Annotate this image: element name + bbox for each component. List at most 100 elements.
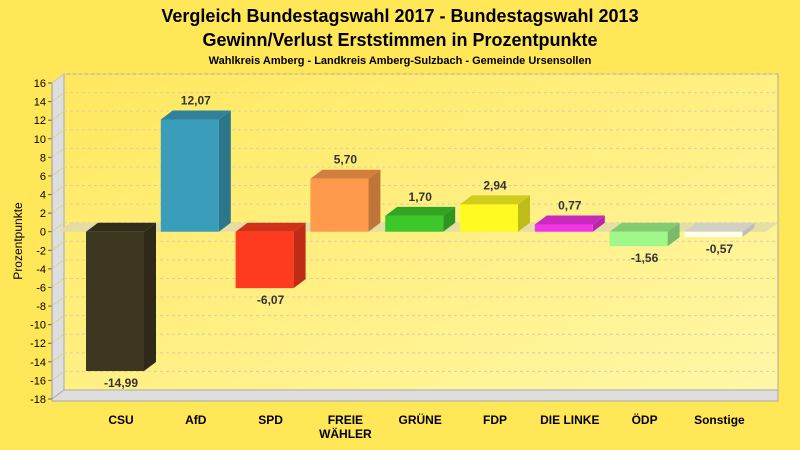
bar-side [592, 215, 605, 232]
y-axis: 16 14 12 10 8 6 4 2 0 -2 -4 -6 -8 -10 -12 -14 -16 -18 [30, 78, 53, 406]
x-tick-label: Sonstige [694, 413, 745, 427]
y-tick-label: -2 [36, 245, 46, 257]
data-label: -0,57 [706, 242, 734, 256]
data-label: -6,07 [257, 293, 285, 307]
chart-title: Vergleich Bundestagswahl 2017 - Bundesta… [161, 6, 638, 26]
bar-front [310, 178, 369, 232]
gridline-side [51, 73, 65, 84]
bar-top [86, 222, 156, 232]
gridline-side [51, 352, 65, 363]
y-tick-label: -4 [36, 264, 46, 276]
chart-subtitle-2: Wahlkreis Amberg - Landkreis Amberg-Sulz… [209, 55, 592, 67]
bar-front [86, 231, 144, 372]
bar-die-linke: 0,77 [534, 199, 605, 232]
bar-sonstige: -0,57 [684, 222, 755, 256]
y-tick-label: 14 [34, 97, 46, 109]
gridline-side [51, 92, 65, 102]
data-label: -1,56 [631, 251, 659, 265]
y-tick-label: 16 [34, 78, 46, 90]
x-tick-label: FDP [483, 413, 507, 427]
bar-front [460, 204, 518, 232]
bar-side [518, 195, 530, 232]
data-label: 2,94 [483, 178, 507, 192]
bar-ödp: -1,56 [609, 222, 680, 265]
bar-side [742, 222, 755, 238]
bar-side [218, 110, 231, 232]
bars: -14,99 12,07 -6,07 5,70 1,70 2,94 0,77 -1,56 -0,… [86, 94, 755, 390]
x-tick-label: AfD [185, 413, 207, 427]
bar-top [235, 222, 306, 232]
bar-top [460, 195, 530, 205]
x-tick-label: FREIE [328, 413, 363, 427]
bar-top [684, 222, 755, 232]
data-label: 0,77 [558, 199, 582, 213]
y-tick-label: 10 [34, 134, 46, 146]
bar-front [684, 231, 743, 238]
bar-front [534, 224, 593, 232]
y-tick-label: 12 [34, 115, 46, 127]
bar-spd: -6,07 [235, 222, 306, 307]
y-tick-label: 4 [40, 190, 46, 202]
bar-front [235, 231, 294, 289]
x-tick-label: SPD [258, 413, 283, 427]
y-tick-label: -14 [30, 357, 46, 369]
bar-afd: 12,07 [160, 94, 231, 232]
y-tick-label: -10 [30, 320, 46, 332]
y-tick-label: -12 [30, 338, 46, 350]
y-tick-label: 6 [40, 171, 46, 183]
data-label: 12,07 [181, 94, 211, 108]
y-tick-label: -18 [30, 394, 46, 406]
data-label: 5,70 [334, 153, 358, 167]
x-tick-label: GRÜNE [399, 412, 442, 427]
y-tick-label: -16 [30, 375, 46, 387]
x-tick-label: CSU [108, 413, 133, 427]
bar-grüne: 1,70 [385, 190, 456, 232]
gridline-side [51, 222, 65, 233]
y-axis-label: Prozentpunkte [11, 202, 25, 280]
bar-front [160, 119, 219, 232]
bar-top [160, 110, 231, 120]
chart-subtitle: Gewinn/Verlust Erststimmen in Prozentpun… [202, 30, 597, 50]
gridline-side [51, 110, 65, 121]
gridline-side [51, 203, 65, 214]
y-tick-label: 2 [40, 208, 46, 220]
bar-top [385, 206, 456, 216]
gridline-side [51, 296, 65, 307]
bar-freie-wähler: 5,70 [310, 153, 381, 232]
gridline-side [51, 278, 65, 288]
bar-top [310, 169, 381, 179]
bar-side [443, 206, 456, 232]
data-label: 1,70 [409, 190, 433, 204]
gridline-side [51, 315, 65, 326]
x-tick-label: ÖDP [632, 412, 658, 427]
bar-side [293, 222, 306, 289]
gridline-side [51, 185, 65, 195]
plot-side-wall [51, 73, 65, 400]
bar-csu: -14,99 [86, 222, 156, 390]
y-tick-label: -6 [36, 282, 46, 294]
gridline-side [51, 147, 65, 158]
bar-side [368, 169, 381, 232]
y-tick-label: 8 [40, 152, 46, 164]
x-tick-label: WÄHLER [319, 426, 372, 441]
bar-front [385, 215, 444, 232]
y-tick-label: -8 [36, 301, 46, 313]
bar-fdp: 2,94 [460, 178, 530, 232]
plot-floor [51, 389, 779, 402]
gridline-side [51, 333, 65, 344]
y-tick-label: 0 [40, 227, 46, 239]
bar-front [609, 231, 668, 247]
x-tick-label: DIE LINKE [540, 413, 599, 427]
gridline-side [51, 129, 65, 140]
bar-top [609, 222, 680, 232]
gridline-side [51, 240, 65, 251]
bar-side [667, 222, 680, 247]
gridline-side [51, 371, 65, 381]
data-label: -14,99 [104, 376, 138, 390]
gridline-side [51, 259, 65, 270]
gridline-side [51, 166, 65, 177]
bar-top [534, 215, 605, 225]
bar-side [144, 222, 156, 372]
